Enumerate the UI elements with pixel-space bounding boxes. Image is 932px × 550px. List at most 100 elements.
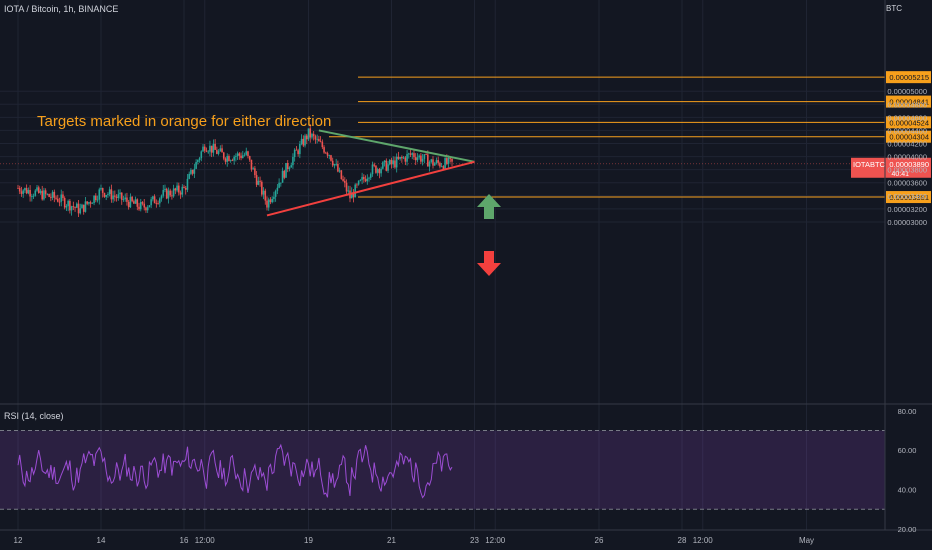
candle-body xyxy=(274,190,277,197)
candle-body xyxy=(25,187,28,194)
candle-body xyxy=(285,163,287,178)
candle-body xyxy=(176,185,178,191)
candle-body xyxy=(29,190,31,197)
price-tick-label: 0.00005000 xyxy=(887,87,927,96)
time-tick-label: 12 xyxy=(14,536,23,545)
candle-body xyxy=(46,194,49,195)
candle-body xyxy=(245,151,248,155)
candle-body xyxy=(122,199,125,200)
candle-body xyxy=(207,151,210,153)
candle-body xyxy=(451,158,453,162)
candle-body xyxy=(228,156,230,162)
candle-body xyxy=(414,157,417,161)
candle-body xyxy=(266,200,268,208)
price-tick-label: 0.00004000 xyxy=(887,153,927,162)
candle-body xyxy=(252,168,254,170)
candle-body xyxy=(307,128,310,140)
candle-body xyxy=(399,157,401,159)
time-tick-label: May xyxy=(799,536,814,545)
time-tick-label: 19 xyxy=(304,536,313,545)
candle-body xyxy=(331,160,334,166)
target-price-tag xyxy=(886,130,931,143)
candle-body xyxy=(152,196,154,200)
candle-body xyxy=(440,166,443,168)
candle-body xyxy=(169,190,171,196)
rsi-band-fill xyxy=(0,430,885,510)
candle-body xyxy=(146,207,149,211)
candle-body xyxy=(345,182,348,192)
candle-body xyxy=(129,196,132,208)
candle-body xyxy=(250,159,253,170)
candle-body xyxy=(105,195,107,197)
candle-body xyxy=(416,157,419,161)
candle-body xyxy=(98,189,101,200)
candle-body xyxy=(24,187,26,191)
candle-body xyxy=(292,156,294,166)
candle-body xyxy=(324,152,327,154)
candle-body xyxy=(444,158,446,170)
candle-body xyxy=(62,194,64,199)
candle-body xyxy=(134,199,137,204)
candle-body xyxy=(183,186,185,188)
candle-body xyxy=(388,159,391,165)
candle-body xyxy=(75,203,78,208)
candle-body xyxy=(269,199,272,203)
candle-body xyxy=(115,196,118,198)
candle-body xyxy=(22,190,24,194)
candle-body xyxy=(375,165,377,173)
price-tick-label: 0.00003400 xyxy=(887,192,927,201)
candle-body xyxy=(373,164,376,166)
candle-body xyxy=(32,195,35,197)
candle-body xyxy=(50,196,52,198)
candle-body xyxy=(34,190,37,196)
candle-body xyxy=(302,138,305,146)
candle-body xyxy=(392,160,395,165)
target-price-tag xyxy=(886,95,931,108)
candle-body xyxy=(394,160,396,168)
chart-title: IOTA / Bitcoin, 1h, BINANCE xyxy=(4,4,119,14)
candle-body xyxy=(39,190,42,193)
candle-body xyxy=(359,179,362,181)
candle-body xyxy=(117,194,120,198)
candle-body xyxy=(219,148,222,152)
candle-body xyxy=(217,151,220,154)
candle-body xyxy=(254,168,256,176)
time-tick-label: 16 xyxy=(180,536,189,545)
candle-body xyxy=(236,153,239,157)
candle-body xyxy=(347,190,350,192)
candle-body xyxy=(276,187,279,191)
candle-body xyxy=(44,190,47,195)
candle-body xyxy=(43,190,45,200)
candle-body xyxy=(299,144,301,155)
candle-body xyxy=(411,153,414,155)
candle-body xyxy=(309,128,312,138)
candle-body xyxy=(333,164,336,166)
candle-body xyxy=(271,198,273,203)
candle-body xyxy=(167,190,170,199)
candle-body xyxy=(69,200,71,211)
candle-body xyxy=(77,203,80,214)
candle-body xyxy=(437,160,439,163)
candle-body xyxy=(202,146,204,152)
candle-body xyxy=(290,165,293,168)
candle-body xyxy=(221,148,223,153)
candle-body xyxy=(86,201,88,204)
candle-body xyxy=(56,198,59,202)
candle-body xyxy=(357,180,360,185)
candle-body xyxy=(214,143,216,150)
candle-body xyxy=(198,158,201,161)
candle-body xyxy=(233,156,235,161)
candle-body xyxy=(101,188,104,193)
time-tick-label: 12:00 xyxy=(195,536,216,545)
rsi-line xyxy=(17,443,453,499)
candle-body xyxy=(385,160,388,171)
time-tick-label: 23 xyxy=(470,536,479,545)
candle-body xyxy=(369,174,372,178)
candle-body xyxy=(51,191,54,198)
candle-body xyxy=(397,156,400,159)
candle-body xyxy=(337,163,339,172)
candle-body xyxy=(286,163,289,169)
candle-body xyxy=(323,147,325,153)
candle-body xyxy=(354,184,356,198)
